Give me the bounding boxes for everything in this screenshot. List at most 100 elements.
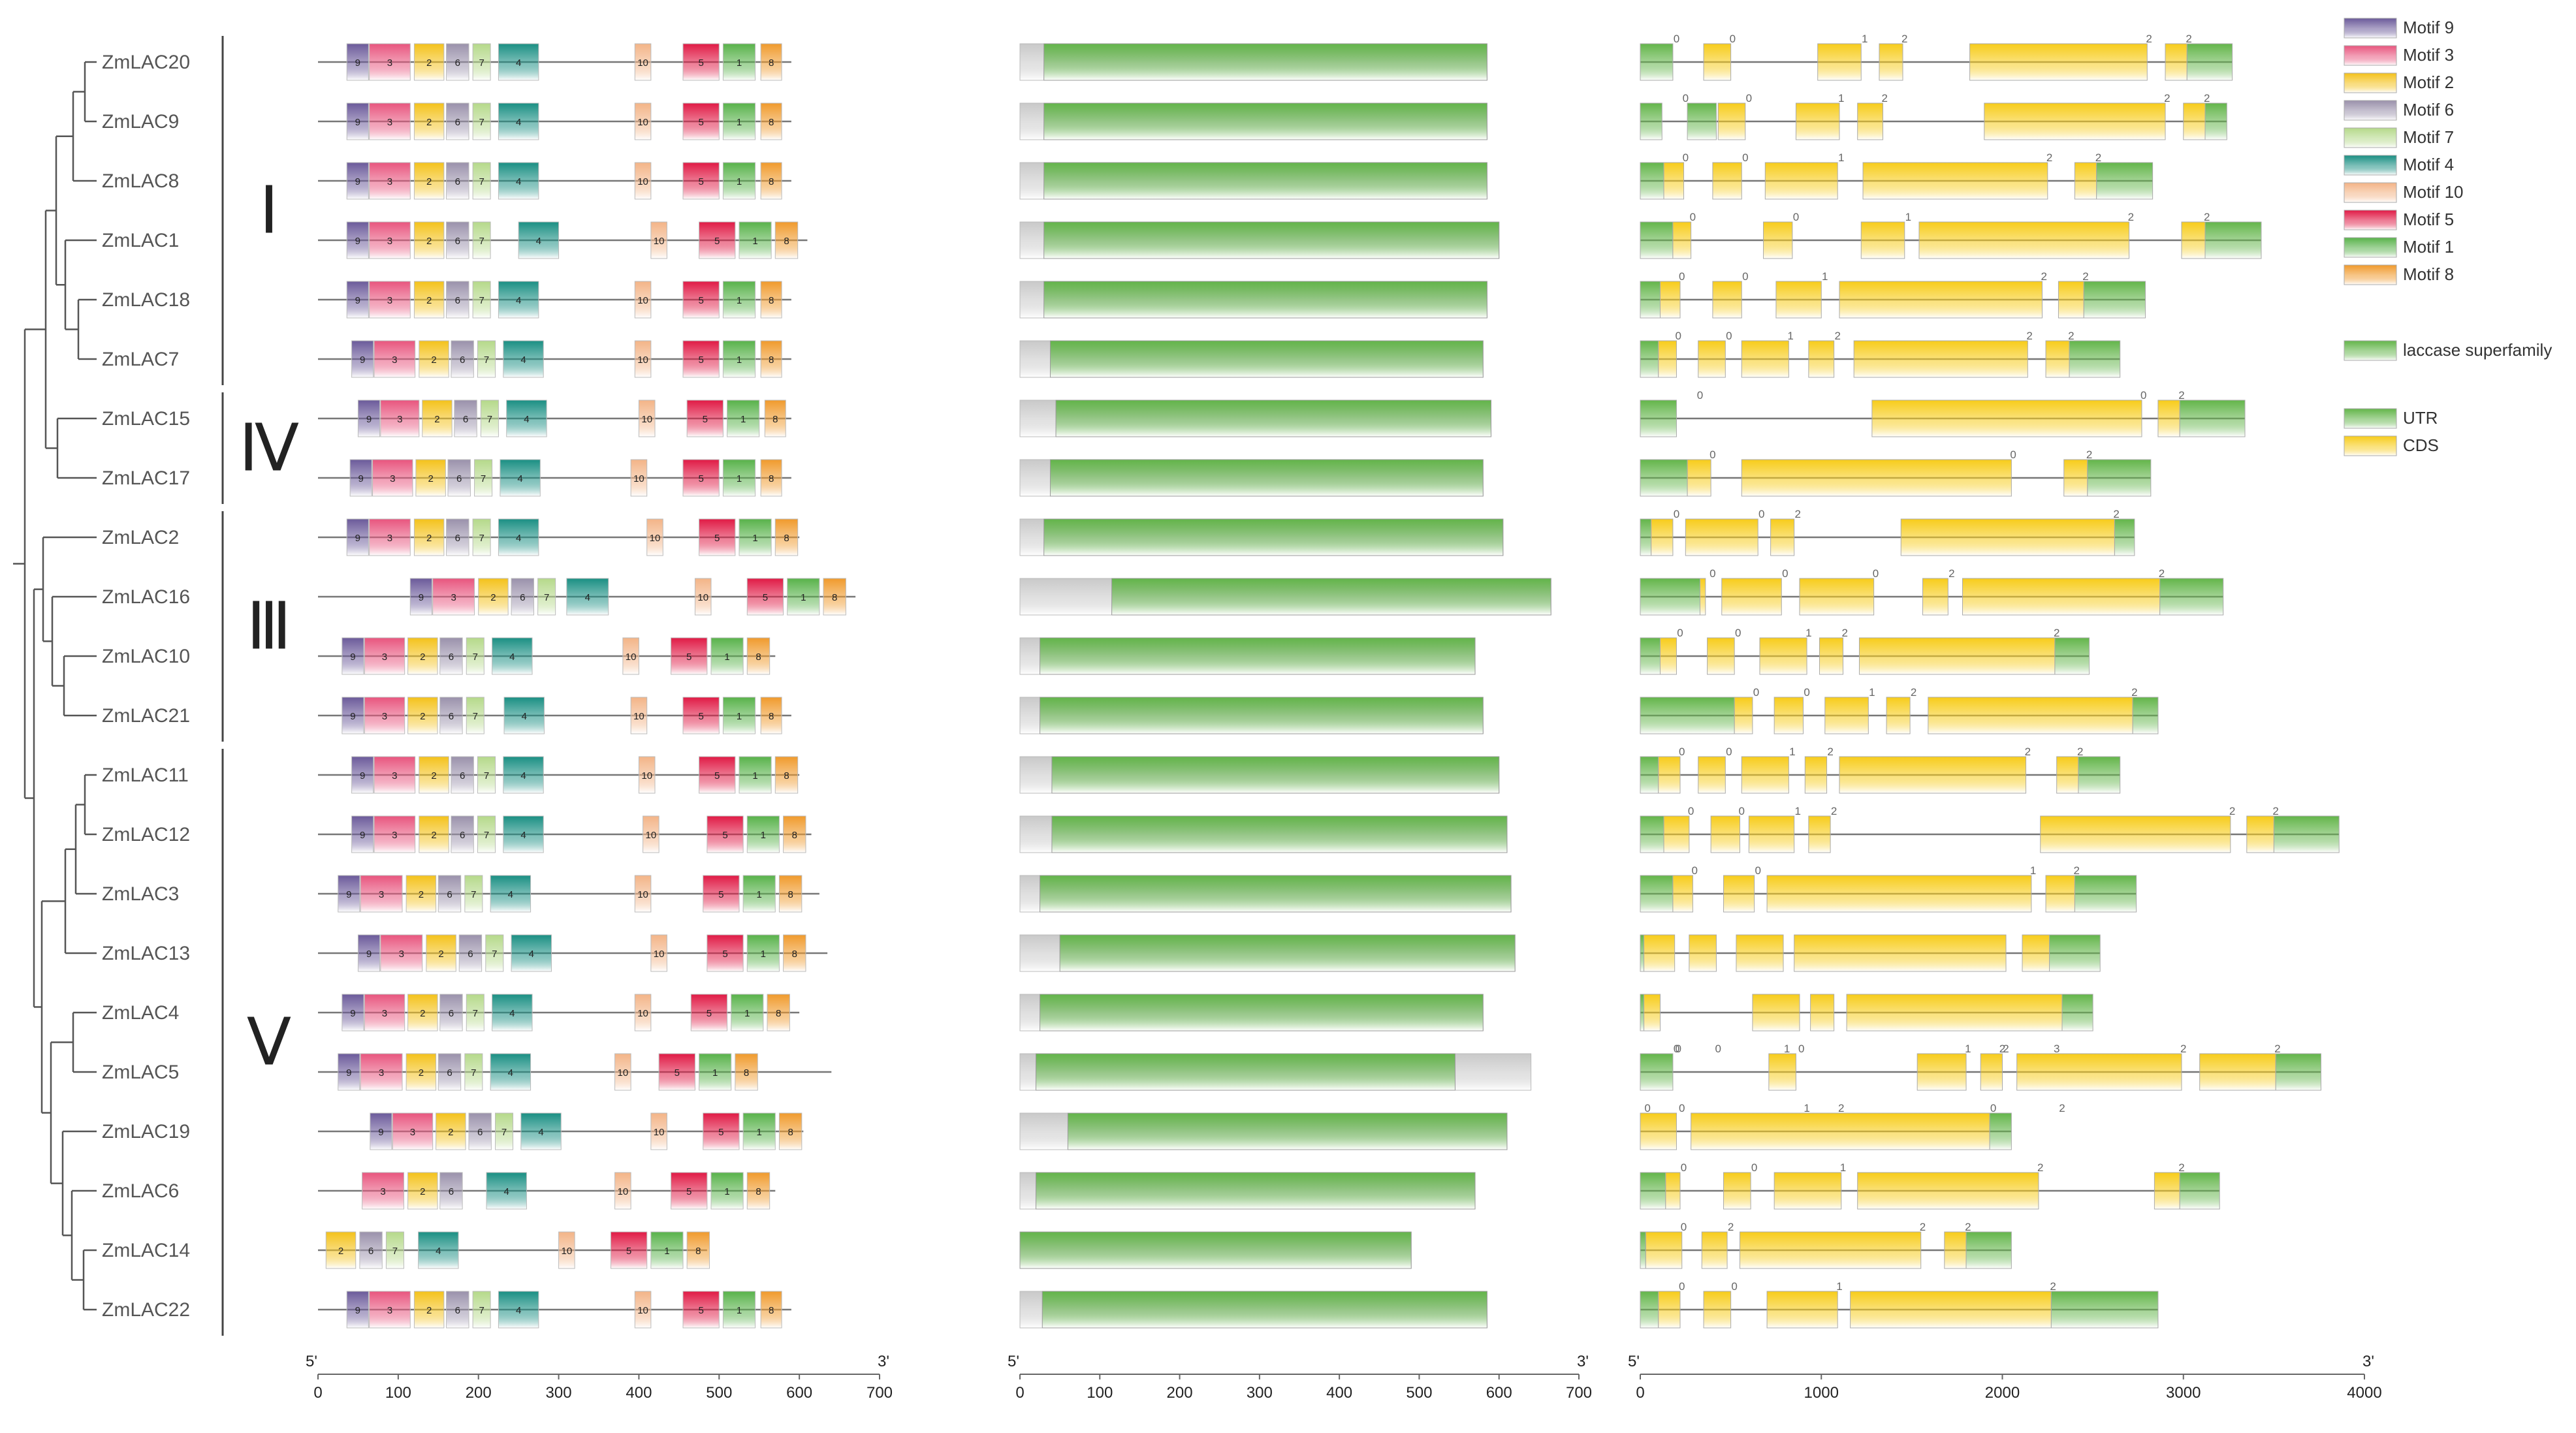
legend-swatch-motif-8 [2344,264,2397,285]
motif-8-box [686,1231,710,1269]
motif-number: 9 [419,592,424,603]
legend-label-motif-7: Motif 7 [2403,127,2454,147]
motif-number: 10 [641,414,652,425]
intron-phase: 2 [2003,1043,2009,1055]
motif-number: 8 [769,176,774,187]
motif-number: 1 [664,1246,669,1257]
intron-phase: 2 [2077,746,2083,758]
motif-number: 1 [737,295,742,306]
motif-number: 7 [501,1127,507,1138]
cds-box [1699,578,1706,616]
motif-number: 7 [544,592,549,603]
intron-phase: 2 [1948,567,1954,580]
gene-structure-panel: 0 0 1 2 2 2 0 0 1 2 2 2 0 0 1 2 2 0 0 1 2 2 0 0 1 2 2 0 0 1 2 2 2 0 0 2 0 0 2 0… [1640,33,2340,1329]
utr-box [1640,518,1652,556]
motif-number: 8 [792,949,797,960]
utr-box [1640,994,1645,1031]
motif-number: 4 [536,236,541,247]
motif-5-box [746,578,784,616]
motif-10-box [646,518,663,556]
cds-box [1698,756,1726,794]
legend-swatch-motif-2 [2344,72,2397,93]
motif-number: 9 [366,414,372,425]
motif-6-box [446,43,469,81]
motif-number: 8 [784,533,789,544]
cds-box [2199,1053,2276,1091]
motif-5-box [658,1053,695,1091]
motif-number: 4 [509,1008,515,1019]
motif-number: 5 [722,949,727,960]
motif-number: 6 [455,117,460,128]
cds-box [1808,340,1835,378]
motif-number: 9 [346,889,351,900]
motif-number: 4 [516,1305,521,1316]
cds-box [1918,221,2130,259]
cds-box [1739,1231,1922,1269]
utr-box [2069,340,2121,378]
intron-phase: 0 [1681,1161,1687,1174]
cds-box [1685,518,1758,556]
axis-tick-label: 4000 [2347,1384,2381,1402]
motif-9-box [346,1291,369,1329]
motif-number: 5 [698,117,703,128]
utr-box [2114,518,2135,556]
motif-6-box [439,637,463,675]
motif-5-box [671,637,708,675]
motif-7-box [480,400,499,437]
cds-box [1759,637,1807,675]
intron-phase: 0 [1683,151,1689,164]
utr-box [2179,400,2246,437]
cds-box [1766,875,2032,913]
cds-box [1763,221,1793,259]
axis-tick-label: 100 [1087,1384,1113,1402]
motif-3-box [369,162,411,200]
motif-number: 7 [392,1246,398,1257]
cds-box [1766,1291,1838,1329]
axis-five-prime: 5' [1628,1353,1640,1370]
motif-number: 10 [637,295,648,306]
motif-number: 6 [449,1008,454,1019]
motif-2-box [407,1172,438,1210]
intron-phase: 0 [1674,508,1679,520]
utr-box [2078,756,2121,794]
utr-box [1640,400,1677,437]
motif-10-box [634,43,652,81]
axis-three-prime: 3' [1577,1353,1589,1370]
motif-number: 6 [455,57,460,69]
cds-box [1984,102,2166,140]
motif-6-box [451,756,474,794]
gene-name-zmlac8: ZmLAC8 [102,170,179,192]
motif-3-box [374,340,416,378]
cds-box [1879,43,1903,81]
motif-number: 1 [737,1305,742,1316]
cds-box [2063,459,2088,497]
motif-number: 6 [468,949,473,960]
motif-number: 4 [516,176,521,187]
motif-panel: 9 3 2 6 7 4 10 5 1 8 9 3 2 6 7 4 10 5 1 8 9 3 2 6 7 4 10 5 1 8 9 3 2 6 7 4 1… [318,43,856,1329]
intron-phase: 1 [1838,92,1844,104]
cds-box [1640,1112,1677,1150]
motif-number: 8 [744,1067,749,1079]
motif-number: 1 [737,57,742,69]
cds-box [1659,637,1677,675]
motif-9-box [346,102,369,140]
intron-phase: 3 [2054,1043,2059,1055]
motif-5-box [703,875,740,913]
motif-number: 7 [479,533,484,544]
motif-6-box [437,875,462,913]
motif-8-box [774,518,799,556]
intron-phase: 1 [1862,33,1868,45]
motif-number: 1 [737,117,742,128]
utr-box [2273,815,2340,853]
motif-3-box [364,994,405,1031]
motif-9-box [351,815,374,853]
cds-box [1723,1172,1751,1210]
motif-number: 2 [438,949,443,960]
motif-8-box [760,1291,782,1329]
cds-box [1824,697,1869,734]
motif-7-box [472,102,491,140]
utr-box [1640,1053,1674,1091]
motif-10-box [634,1291,652,1329]
intron-phase: 0 [1731,1280,1737,1293]
cds-box [1858,637,2056,675]
